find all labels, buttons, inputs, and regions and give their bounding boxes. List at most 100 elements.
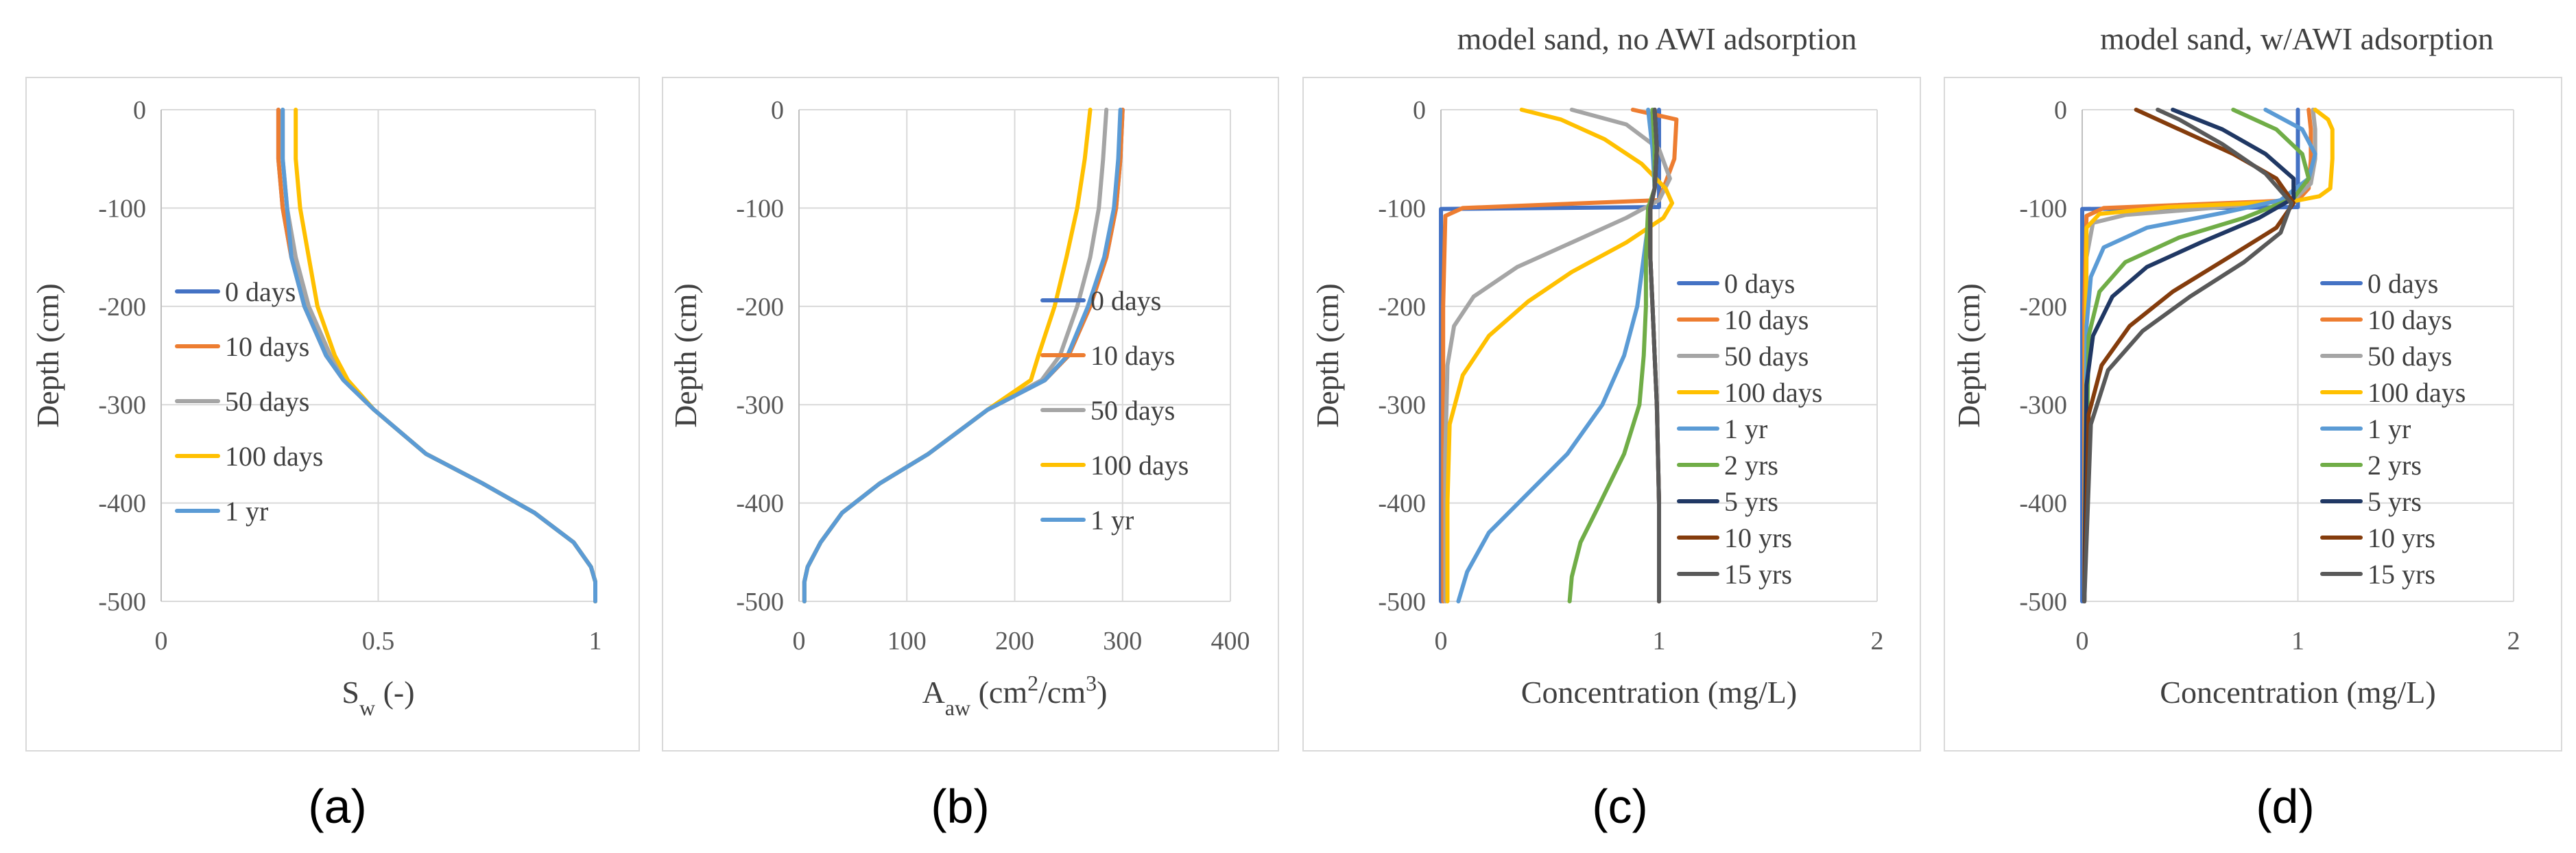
x-tick-label: 200 [995,627,1034,656]
legend: 0 days 10 days 50 days 100 days 1 yr 2 yrs 5 y… [1677,268,1822,590]
chart-title: model sand, no AWI adsorption [1457,21,1857,56]
series-line-50-days [1443,108,1672,603]
y-tick-label: -200 [2019,293,2067,322]
series-line-15-yrs [2082,108,2294,603]
x-axis-label: Concentration (mg/L) [2160,675,2435,710]
legend-label: 0 days [225,276,296,307]
panel-label: (d) [2256,780,2315,833]
legend-label: 1 yr [1090,505,1134,536]
legend-label: 10 yrs [2368,522,2435,553]
series-line-10-days [1441,108,1679,603]
y-tick-label: -500 [98,588,146,616]
y-tick-label: -100 [1378,194,1426,223]
y-tick-label: -400 [736,490,784,518]
legend-label: 0 days [1724,268,1795,299]
y-axis-label: Depth (cm) [1310,283,1345,428]
x-tick-label: 2 [1871,627,1884,656]
y-tick-label: 0 [133,96,146,125]
chart-frame [1944,77,2562,752]
y-tick-label: -400 [98,490,146,518]
legend-label: 0 days [1090,285,1161,316]
series-line-1-yr [802,108,1123,603]
legend-label: 2 yrs [1724,450,1778,481]
legend-label: 10 days [1090,340,1175,371]
y-tick-label: -400 [2019,490,2067,518]
x-tick-label: 300 [1103,627,1142,656]
legend-label: 0 days [2368,268,2438,299]
legend-label: 100 days [1090,450,1189,481]
legend-label: 10 yrs [1724,522,1792,553]
legend-label: 100 days [225,441,323,472]
y-tick-label: -100 [2019,194,2067,223]
y-tick-label: -300 [736,391,784,420]
x-tick-label: 0 [155,627,168,656]
y-axis-label: Depth (cm) [668,283,703,428]
x-axis-label: Sw (-) [342,675,414,720]
legend-label: 50 days [1090,395,1175,426]
panel-b: 0 -100 -200 -300 -400 -500 0 100 200 300 400 Depth … [662,77,1279,833]
y-tick-label: -200 [98,293,146,322]
x-tick-label: 1 [1653,627,1666,656]
legend: 0 days 10 days 50 days 100 days 1 yr 2 yrs 5 y… [2320,268,2466,590]
panel-label: (b) [931,780,990,833]
series-line-5-yrs [2082,108,2296,603]
y-tick-label: -300 [2019,391,2067,420]
legend-label: 1 yr [225,496,268,527]
legend: 0 days 10 days 50 days 100 days 1 yr [1040,285,1189,536]
chart-frame [25,77,640,752]
y-tick-label: -200 [1378,293,1426,322]
legend-label: 15 yrs [2368,559,2435,590]
x-axis-label: Aaw (cm2/cm3) [922,671,1108,720]
legend-label: 10 days [1724,304,1809,335]
series-line-0-days [1439,108,1661,603]
x-tick-label: 0 [793,627,806,656]
panel-label: (c) [1592,780,1648,833]
legend-label: 10 days [225,331,309,362]
x-tick-label: 2 [2507,627,2520,656]
legend-label: 50 days [2368,341,2452,372]
legend-label: 1 yr [2368,413,2411,444]
panel-c: 0 -100 -200 -300 -400 -500 0 1 2 Depth (cm) Concen… [1302,21,1921,833]
x-tick-label: 0.5 [362,627,395,656]
x-tick-label: 0 [1435,627,1448,656]
x-axis-label: Concentration (mg/L) [1521,675,1797,710]
series-line-100-days [2082,108,2335,603]
legend-label: 2 yrs [2368,450,2422,481]
y-tick-label: -300 [1378,391,1426,420]
legend-label: 100 days [2368,377,2466,408]
legend-label: 15 yrs [1724,559,1792,590]
y-tick-label: -500 [1378,588,1426,616]
y-tick-label: -300 [98,391,146,420]
y-axis-label: Depth (cm) [1951,283,1986,428]
x-tick-label: 1 [2291,627,2304,656]
legend-label: 5 yrs [2368,486,2422,517]
y-tick-label: 0 [2054,96,2067,125]
y-tick-label: -100 [736,194,784,223]
y-tick-label: -400 [1378,490,1426,518]
x-tick-label: 400 [1211,627,1250,656]
y-tick-label: -500 [736,588,784,616]
chart-title: model sand, w/AWI adsorption [2100,21,2494,56]
y-tick-label: 0 [1413,96,1426,125]
legend-label: 5 yrs [1724,486,1778,517]
x-tick-label: 100 [887,627,927,656]
legend: 0 days 10 days 50 days 100 days 1 yr [175,276,323,527]
x-tick-label: 0 [2076,627,2089,656]
series-line-1-yr [2082,108,2317,603]
panel-d: 0 -100 -200 -300 -400 -500 0 1 2 Depth (cm) Concen… [1944,21,2562,833]
legend-label: 10 days [2368,304,2452,335]
series-line-1-yr [281,108,597,603]
legend-label: 50 days [1724,341,1809,372]
series-line-100-days [1445,108,1675,603]
panel-a: 0 -100 -200 -300 -400 -500 0 0.5 1 Depth (cm) Sw (… [25,77,640,833]
legend-label: 50 days [225,386,309,417]
y-tick-label: 0 [771,96,784,125]
legend-label: 1 yr [1724,413,1767,444]
panel-label: (a) [308,780,367,833]
y-tick-label: -200 [736,293,784,322]
y-axis-label: Depth (cm) [30,283,65,428]
chart-frame [1302,77,1921,752]
series-line-10-yrs [2082,108,2296,603]
x-tick-label: 1 [589,627,602,656]
